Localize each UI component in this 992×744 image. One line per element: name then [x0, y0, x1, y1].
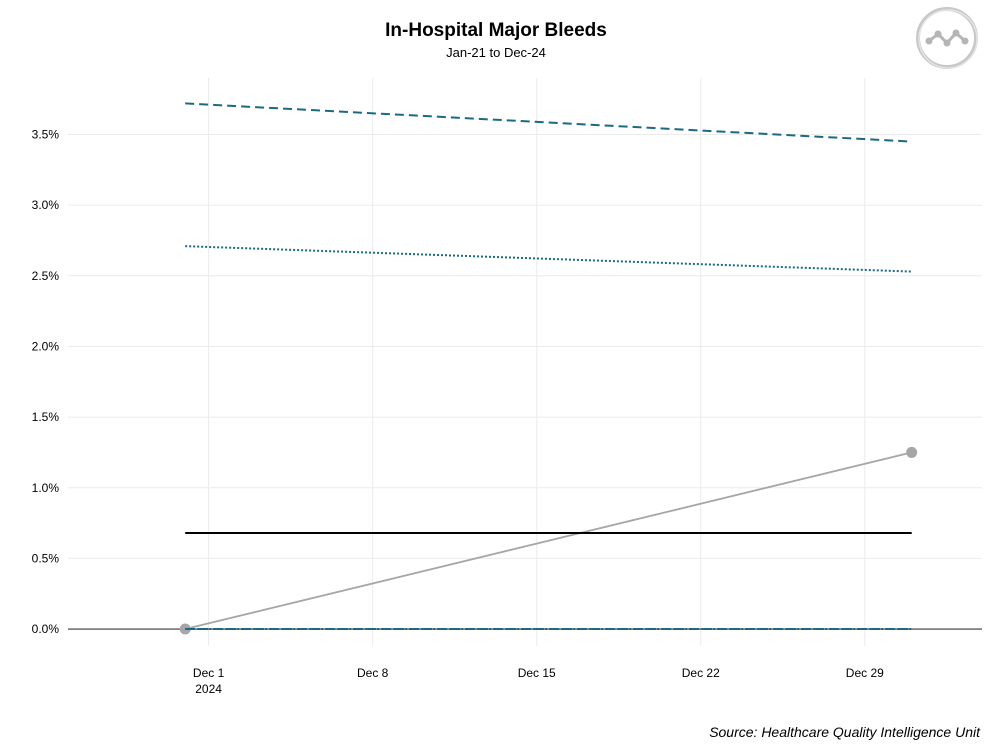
source-note: Source: Healthcare Quality Intelligence …: [709, 724, 980, 740]
x-tick-year-label: 2024: [195, 682, 222, 696]
run-chart-logo-icon: [916, 7, 978, 69]
chart-subtitle: Jan-21 to Dec-24: [446, 45, 546, 60]
chart-title: In-Hospital Major Bleeds: [385, 20, 607, 41]
y-tick-label: 0.5%: [32, 551, 60, 565]
series-line-3: [185, 245, 912, 273]
y-tick-label: 3.5%: [32, 128, 60, 142]
series-lines: [179, 102, 918, 635]
data-point: [906, 446, 918, 458]
y-tick-label: 1.0%: [32, 481, 60, 495]
x-tick-label: Dec 1: [193, 666, 225, 680]
x-tick-label: Dec 29: [846, 666, 884, 680]
axis-labels: 0.0% 0.5% 1.0% 1.5% 2.0% 2.5% 3.0% 3.5% Dec 1 202…: [32, 128, 885, 696]
y-tick-label: 3.0%: [32, 198, 60, 212]
y-tick-label: 0.0%: [32, 622, 60, 636]
series-line-0: [184, 451, 912, 630]
y-tick-label: 1.5%: [32, 410, 60, 424]
y-tick-label: 2.0%: [32, 339, 60, 353]
series-line-2: [185, 102, 912, 143]
x-tick-label: Dec 22: [682, 666, 720, 680]
x-tick-label: Dec 15: [518, 666, 556, 680]
y-tick-label: 2.5%: [32, 269, 60, 283]
grid-lines: [68, 78, 982, 646]
x-tick-label: Dec 8: [357, 666, 389, 680]
